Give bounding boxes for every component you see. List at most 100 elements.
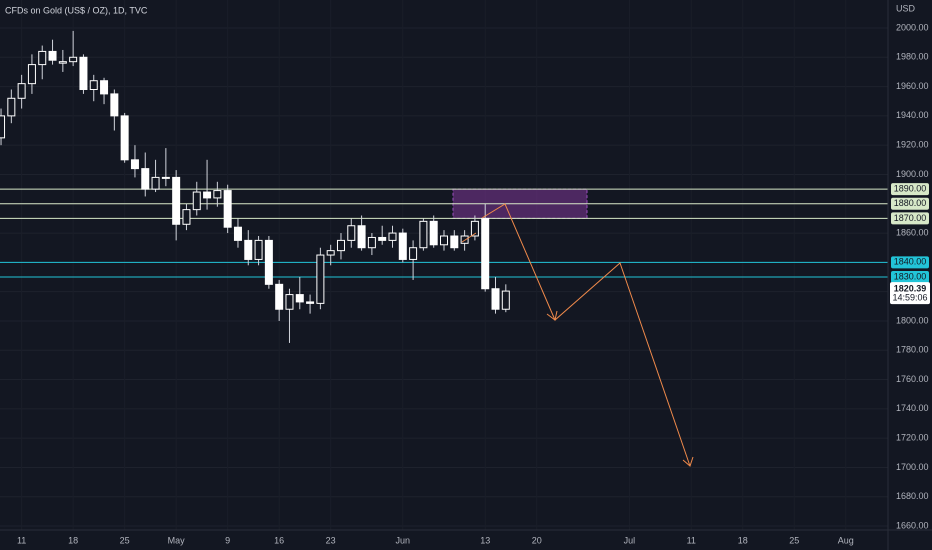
y-tick-label: 1780.00 <box>896 345 929 355</box>
x-tick-label: 11 <box>17 535 26 545</box>
x-tick-label: 18 <box>68 535 78 545</box>
candle-body <box>7 97 16 117</box>
y-tick-label: 2000.00 <box>896 22 929 32</box>
y-tick-label: 1960.00 <box>896 81 929 91</box>
candle-body <box>151 176 160 190</box>
axis-layer: 2000.00 1980.00 1960.00 1940.00 1920.00 1900.… <box>17 22 930 545</box>
candle-body <box>440 235 448 246</box>
projection <box>461 203 694 467</box>
candle-body <box>501 290 510 310</box>
candle-body <box>38 50 47 66</box>
chart-title: CFDs on Gold (US$ / OZ), 1D, TVC <box>5 5 148 15</box>
candle-body <box>357 225 366 249</box>
candle-body <box>0 115 6 139</box>
level-label-box <box>891 271 929 284</box>
candle-body <box>409 247 418 260</box>
x-tick-label: 11 <box>687 535 696 545</box>
candle-body <box>100 80 109 95</box>
x-tick-label: 23 <box>326 535 336 545</box>
candle-body <box>161 176 170 179</box>
level-label: 1890.00 <box>894 183 927 193</box>
candle-body <box>336 239 345 252</box>
x-tick-label: 16 <box>274 535 284 545</box>
candle-body <box>110 93 119 117</box>
candle-body <box>285 294 294 310</box>
price-label-box <box>890 282 930 305</box>
candle-body <box>213 190 222 199</box>
candle-body <box>491 288 500 310</box>
level-label-box <box>891 212 929 225</box>
candle-body <box>17 83 26 99</box>
candle-body <box>326 250 335 256</box>
candle-body <box>429 220 438 246</box>
candle-body <box>460 235 469 244</box>
x-tick-label: 20 <box>532 535 542 545</box>
candle-body <box>450 235 459 249</box>
candle-body <box>120 115 129 161</box>
candle-body <box>48 50 57 61</box>
y-tick-label: 1900.00 <box>896 169 929 179</box>
x-tick-label: Jul <box>624 535 636 545</box>
candle-body <box>58 61 67 64</box>
y-tick-label: 1920.00 <box>896 140 929 150</box>
level-label-box <box>891 256 929 269</box>
level-label: 1830.00 <box>894 271 927 281</box>
candle-body <box>130 159 139 170</box>
level-label-box <box>891 197 929 210</box>
y-tick-label: 1980.00 <box>896 52 929 62</box>
y-tick-label: 1860.00 <box>896 227 929 237</box>
x-tick-label: 25 <box>789 535 799 545</box>
y-tick-label: 1940.00 <box>896 110 929 120</box>
candle-body <box>141 168 150 190</box>
candle-body <box>295 294 304 303</box>
x-tick-label: 25 <box>120 535 130 545</box>
candle-body <box>347 225 356 241</box>
candle-body <box>172 176 181 225</box>
x-tick-label: 13 <box>480 535 490 545</box>
candle-body <box>316 254 325 304</box>
candle-body <box>254 239 263 260</box>
candle-body <box>244 239 253 260</box>
arrow-head <box>682 456 694 467</box>
y-tick-label: 1800.00 <box>896 315 929 325</box>
projection-line <box>461 232 477 243</box>
candle-body <box>223 190 232 228</box>
x-tick-label: 9 <box>225 535 230 545</box>
axis-unit: USD <box>896 3 916 13</box>
candle-body <box>481 217 490 290</box>
y-tick-label: 1660.00 <box>896 520 929 530</box>
candle-body <box>378 236 387 241</box>
y-tick-label: 1700.00 <box>896 462 929 472</box>
candle-body <box>306 301 315 304</box>
x-tick-label: 18 <box>738 535 748 545</box>
level-label: 1840.00 <box>894 257 927 267</box>
candle-body <box>275 283 284 310</box>
candle-body <box>388 232 397 241</box>
x-tick-label: Aug <box>838 535 854 545</box>
price-label: 1820.39 <box>894 283 927 293</box>
candle-body <box>79 56 88 91</box>
candle-body <box>264 239 273 285</box>
y-tick-label: 1720.00 <box>896 433 929 443</box>
candle-body <box>192 191 201 211</box>
candle-body <box>27 64 36 85</box>
candle-body <box>203 191 212 199</box>
x-tick-label: May <box>168 535 186 545</box>
candle-body <box>89 80 98 91</box>
arrow-head <box>546 310 558 321</box>
candles-layer <box>0 30 510 343</box>
x-tick-label: Jun <box>396 535 411 545</box>
level-label-box <box>891 183 929 196</box>
countdown: 14:59:06 <box>892 292 927 302</box>
candle-body <box>470 220 479 237</box>
level-label: 1880.00 <box>894 198 927 208</box>
candle-body <box>419 220 428 249</box>
candle-body <box>233 226 242 241</box>
y-tick-label: 1680.00 <box>896 491 929 501</box>
candle-body <box>182 209 191 225</box>
candle-body <box>367 236 376 249</box>
y-tick-label: 1740.00 <box>896 403 929 413</box>
